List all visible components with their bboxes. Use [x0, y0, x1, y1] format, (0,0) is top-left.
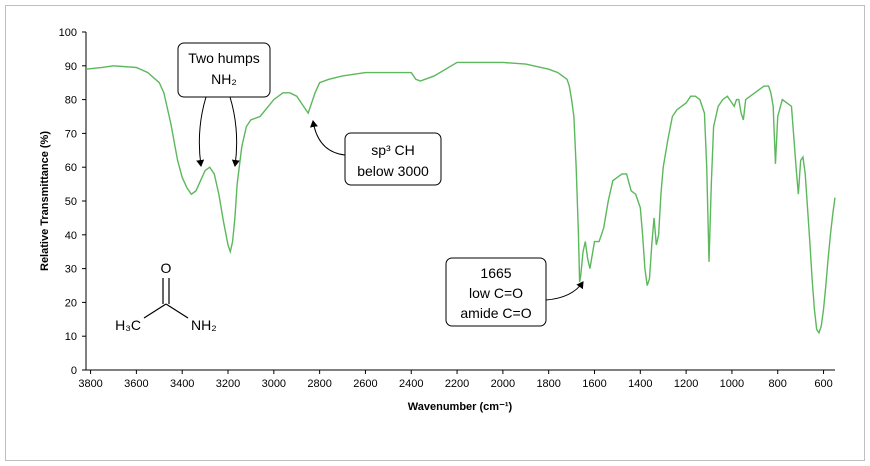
- callout-nh2-arrow-right: [229, 96, 240, 167]
- x-tick-label: 1800: [536, 378, 560, 390]
- y-tick-label: 80: [65, 95, 77, 107]
- y-tick-label: 10: [65, 331, 77, 343]
- x-tick-label: 2400: [399, 378, 423, 390]
- callout-carbonyl-arrow: [545, 281, 584, 301]
- callout-carbonyl-box: [445, 257, 547, 327]
- x-tick-label: 2000: [491, 378, 515, 390]
- callout-carbonyl-line2: low C=O: [469, 285, 523, 301]
- y-tick-label: 100: [59, 27, 77, 39]
- x-tick-group: 3800 3600 3400 3200 3000 2800 2600 2400 2200 2000…: [78, 370, 833, 390]
- callout-sp3ch-arrow: [310, 120, 346, 156]
- x-tick-label: 1400: [628, 378, 652, 390]
- spectrum-line: [85, 61, 836, 335]
- structure-bond-left: [143, 303, 167, 319]
- callout-carbonyl: 1665 low C=O amide C=O: [445, 257, 584, 327]
- figure-frame: [5, 5, 865, 461]
- y-tick-label: 30: [65, 264, 77, 276]
- x-tick-label: 600: [814, 378, 832, 390]
- x-tick-label: 3000: [262, 378, 286, 390]
- callout-carbonyl-line3: amide C=O: [460, 305, 531, 321]
- y-tick-label: 40: [65, 230, 77, 242]
- x-tick-label: 2200: [445, 378, 469, 390]
- callout-sp3ch-line1: sp³ CH: [371, 142, 415, 158]
- x-tick-label: 3200: [216, 378, 240, 390]
- structure-methyl: H₃C: [115, 317, 141, 333]
- x-tick-label: 800: [769, 378, 787, 390]
- y-tick-label: 0: [71, 365, 77, 377]
- y-tick-label: 50: [65, 196, 77, 208]
- acetamide-structure: O H₃C NH₂: [115, 260, 217, 333]
- x-tick-label: 3600: [124, 378, 148, 390]
- callout-sp3ch: sp³ CH below 3000: [310, 120, 442, 186]
- y-tick-label: 90: [65, 61, 77, 73]
- structure-oxygen: O: [161, 260, 172, 276]
- x-tick-label: 1600: [582, 378, 606, 390]
- callout-carbonyl-line1: 1665: [480, 265, 511, 281]
- x-axis-label: Wavenumber (cm⁻¹): [408, 401, 513, 413]
- y-tick-group: 0 10 20 30 40 50 60 70 80 90 100: [59, 27, 86, 377]
- x-tick-label: 2600: [353, 378, 377, 390]
- structure-bond-right: [165, 303, 189, 319]
- x-tick-label: 1000: [720, 378, 744, 390]
- x-tick-label: 1200: [674, 378, 698, 390]
- structure-amine: NH₂: [191, 317, 217, 333]
- x-tick-label: 3800: [78, 378, 102, 390]
- x-tick-label: 2800: [307, 378, 331, 390]
- callout-sp3ch-box: [344, 132, 442, 186]
- callout-nh2-line2: NH₂: [211, 71, 237, 87]
- callout-sp3ch-line2: below 3000: [357, 163, 429, 179]
- x-tick-label: 3400: [170, 378, 194, 390]
- y-tick-label: 20: [65, 297, 77, 309]
- callout-nh2-line1: Two humps: [188, 50, 260, 66]
- y-tick-label: 60: [65, 162, 77, 174]
- y-tick-label: 70: [65, 128, 77, 140]
- callout-nh2-box: [177, 42, 271, 98]
- y-axis-label: Relative Transmittance (%): [39, 131, 51, 271]
- callout-nh2: Two humps NH₂: [177, 42, 271, 167]
- callout-nh2-arrow-left: [196, 96, 207, 167]
